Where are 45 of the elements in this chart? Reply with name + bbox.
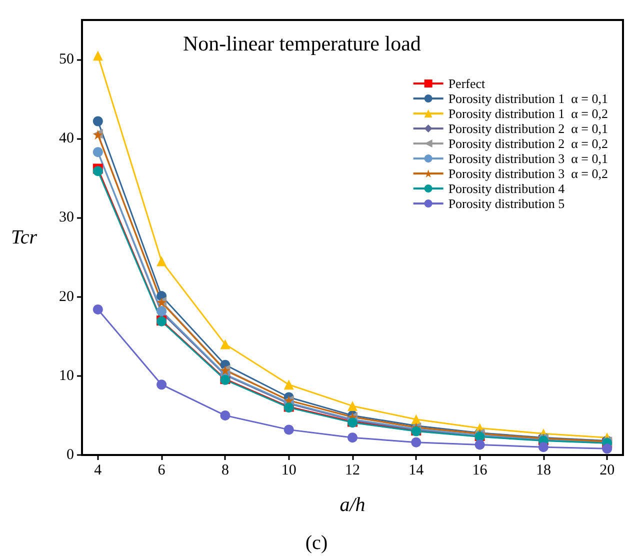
point <box>92 304 103 314</box>
point <box>602 444 612 454</box>
x-axis-title: a/h <box>340 494 366 516</box>
y-tick-label: 30 <box>59 210 74 226</box>
point <box>92 166 103 176</box>
legend-label: Porosity distribution 1 α = 0,2 <box>448 106 608 121</box>
x-tick-label: 4 <box>94 462 102 478</box>
point <box>92 116 103 126</box>
y-tick-label: 20 <box>59 288 74 305</box>
point <box>284 424 294 435</box>
x-tick-label: 6 <box>158 462 166 478</box>
point <box>92 50 103 61</box>
x-tick-label: 14 <box>408 462 424 478</box>
legend-label: Porosity distribution 3 α = 0,2 <box>448 166 608 181</box>
legend-label: Porosity distribution 2 α = 0,1 <box>448 121 608 136</box>
y-tick-label: 0 <box>66 447 74 463</box>
point <box>348 400 358 411</box>
y-axis-title: Tcr <box>11 226 38 248</box>
y-tick-label: 50 <box>59 52 74 68</box>
x-tick-label: 18 <box>536 462 551 478</box>
legend-label: Porosity distribution 1 α = 0,1 <box>448 91 608 106</box>
x-tick-label: 16 <box>472 462 488 478</box>
x-tick-label: 10 <box>281 462 296 478</box>
text: (c) <box>305 532 328 554</box>
legend-label: Porosity distribution 2 α = 0,2 <box>448 136 608 151</box>
point <box>156 380 167 390</box>
point <box>284 380 294 390</box>
x-tick-label: 12 <box>345 462 360 478</box>
x-tick-label: 20 <box>600 462 615 478</box>
point <box>538 442 548 452</box>
legend-label: Perfect <box>448 76 486 91</box>
y-tick-label: 40 <box>59 130 74 147</box>
point <box>474 440 485 450</box>
point <box>156 256 167 266</box>
y-tick-label: 10 <box>59 368 74 384</box>
point <box>220 410 230 420</box>
point <box>220 339 230 350</box>
legend-label: Porosity distribution 5 <box>448 196 565 211</box>
point <box>348 432 358 443</box>
x-tick-label: 8 <box>221 462 229 478</box>
point <box>411 414 422 424</box>
legend-label: Porosity distribution 3 α = 0,1 <box>448 151 608 166</box>
text: Non-linear temperature load <box>183 32 422 56</box>
point <box>411 437 422 448</box>
legend-label: Porosity distribution 4 <box>448 181 566 196</box>
